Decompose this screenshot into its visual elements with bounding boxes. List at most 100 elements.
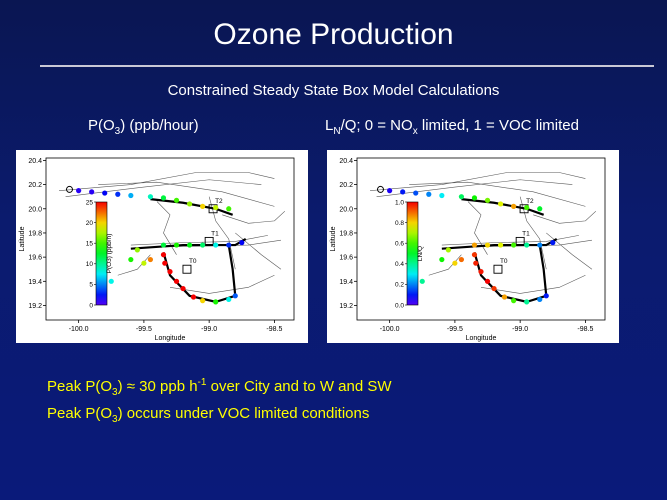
flight-track [441, 235, 579, 246]
data-point [200, 242, 206, 248]
data-point [186, 242, 193, 248]
site-box [204, 236, 214, 246]
data-point [419, 278, 425, 284]
flight-track [117, 254, 151, 276]
data-point [190, 294, 197, 300]
right-caption-sub1: N [333, 126, 341, 137]
colorbar-label: LN/Q [417, 246, 424, 261]
y-tick-label: 19.2 [339, 303, 353, 310]
data-point [445, 247, 451, 253]
data-point [115, 191, 121, 197]
colorbar-tick-label: 25 [86, 199, 94, 206]
data-point [147, 194, 154, 200]
data-point [173, 197, 180, 203]
colorbar [406, 201, 419, 306]
data-point [200, 298, 206, 304]
data-point [239, 240, 245, 246]
data-point [167, 269, 173, 275]
flight-track [156, 201, 177, 255]
x-tick-label: -98.5 [577, 326, 593, 333]
data-point [524, 204, 530, 211]
data-point [543, 293, 549, 299]
data-point [458, 194, 465, 200]
right-chart-caption: LN/Q; 0 = NOx limited, 1 = VOC limited [325, 117, 579, 137]
bullet-2-sub: 3 [112, 414, 118, 425]
site-circle [65, 185, 73, 193]
y-tick-label: 19.6 [28, 255, 42, 262]
bullet-1: Peak P(O3) ≈ 30 ppb h-1 over City and to… [47, 377, 392, 398]
colorbar-tick-label: 0.6 [395, 241, 404, 248]
site-box [182, 264, 192, 274]
flight-track [533, 210, 597, 224]
data-point [226, 242, 232, 248]
site-label: T0 [189, 258, 197, 265]
data-point [471, 195, 478, 201]
data-point [232, 293, 238, 299]
x-tick-label: -100.0 [69, 326, 89, 333]
colorbar-tick-label: 10 [86, 261, 94, 268]
data-point [426, 191, 432, 197]
data-point [511, 203, 517, 209]
data-point [173, 242, 180, 248]
bullet-2: Peak P(O3) occurs under VOC limited cond… [47, 405, 369, 425]
y-tick-label: 20.0 [28, 206, 42, 213]
right-caption-p1: L [325, 117, 334, 134]
x-tick-label: -100.0 [380, 326, 400, 333]
data-point [524, 242, 530, 248]
y-tick-label: 19.6 [339, 255, 353, 262]
site-box [493, 264, 503, 274]
data-point [537, 296, 543, 303]
data-point [484, 242, 491, 248]
lnq-chart: -100.0 -99.5 -99.0 -98.5 19.2 19.4 19.6 19.8 20.… [330, 157, 606, 342]
site-label: T1 [211, 230, 219, 237]
flight-track [222, 210, 286, 224]
plot-frame [356, 157, 606, 321]
data-point [484, 278, 491, 284]
data-point [511, 242, 517, 248]
data-point [226, 296, 232, 303]
flight-track [370, 172, 586, 191]
x-tick-label: -99.5 [447, 326, 463, 333]
x-axis-label: Longitude [466, 335, 497, 342]
data-point [501, 294, 508, 300]
colorbar-tick-label: 0.8 [395, 220, 404, 227]
x-tick-label: -99.0 [201, 326, 217, 333]
colorbar-tick-label: 20 [86, 220, 94, 227]
data-point [413, 190, 419, 196]
data-point [213, 204, 219, 211]
left-caption-text: P(O3) (ppb/hour) [88, 117, 199, 137]
data-point [226, 206, 232, 212]
data-point [439, 192, 445, 199]
data-point [147, 256, 154, 263]
data-point [550, 240, 556, 246]
data-point [134, 247, 140, 253]
y-tick-label: 20.2 [339, 182, 353, 189]
data-point [439, 256, 445, 263]
bullet-2-a: Peak P(O [47, 405, 113, 422]
po3-chart: -100.0 -99.5 -99.0 -98.5 19.2 19.4 19.6 19.8 20.… [19, 157, 295, 342]
data-point [102, 190, 108, 196]
data-point [471, 252, 478, 258]
chart-panel-lnq: -100.0 -99.5 -99.0 -98.5 19.2 19.4 19.6 19.8 20.… [327, 150, 619, 343]
y-tick-label: 20.4 [28, 158, 42, 165]
colorbar [95, 201, 108, 306]
data-point [76, 188, 82, 194]
data-point [497, 242, 504, 248]
flight-track [428, 254, 462, 276]
right-caption-sub2: x [412, 126, 418, 137]
bullet-2-b: ) occurs under VOC limited conditions [117, 405, 370, 422]
y-tick-label: 19.2 [28, 303, 42, 310]
data-point [186, 201, 193, 207]
track-segment [461, 198, 545, 216]
track-segment [150, 198, 234, 216]
right-caption-p3: limited, 1 = VOC limited [417, 117, 579, 134]
data-point [128, 192, 134, 199]
y-tick-label: 20.4 [339, 158, 353, 165]
data-point [478, 269, 484, 275]
data-point [524, 299, 530, 305]
y-axis-label: Latitude [330, 226, 337, 251]
x-tick-label: -99.5 [136, 326, 152, 333]
bullet-1-a: Peak P(O [47, 378, 113, 395]
data-point [160, 242, 167, 248]
flight-track [409, 181, 586, 207]
